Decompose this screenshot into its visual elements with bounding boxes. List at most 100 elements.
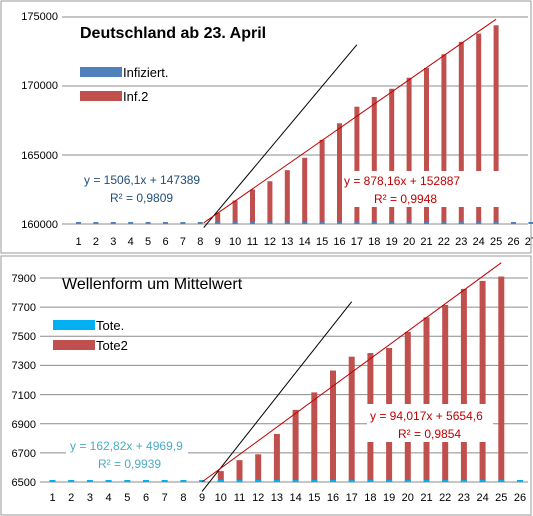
- bar: [284, 222, 290, 224]
- x-tick-label: 9: [215, 236, 221, 248]
- bar: [267, 222, 273, 224]
- x-tick-label: 24: [476, 492, 488, 504]
- y-tick-label: 175000: [21, 11, 58, 23]
- x-tick-label: 23: [455, 236, 467, 248]
- x-tick-label: 6: [162, 236, 168, 248]
- chart-title: Deutschland ab 23. April: [80, 25, 266, 42]
- trendline-black: [203, 44, 358, 228]
- bar: [354, 222, 360, 224]
- bars-series-tote: [49, 480, 523, 482]
- legend-label-inf2: Inf.2: [123, 89, 148, 104]
- x-tick-label: 10: [215, 492, 227, 504]
- bar: [498, 480, 505, 482]
- bar: [367, 480, 374, 482]
- bar: [143, 480, 149, 482]
- x-tick-label: 21: [420, 492, 432, 504]
- y-tick-label: 6500: [12, 477, 36, 489]
- bar: [476, 222, 482, 224]
- bar: [479, 280, 486, 482]
- chart-infected[interactable]: 160000 165000 170000 175000 1 2 3 4 5 6 7 8 9 10 1…: [0, 0, 533, 254]
- legend-swatch-tote2: [53, 340, 95, 350]
- bar: [441, 222, 447, 224]
- chart-deaths[interactable]: 6500 6700 6900 7100 7300 7500 7700 7900 …: [0, 255, 533, 516]
- bar: [330, 480, 336, 482]
- y-tick-label: 7700: [12, 302, 36, 314]
- trendline-black: [201, 301, 353, 492]
- x-tick-label: 2: [68, 492, 74, 504]
- chart-area: [0, 255, 532, 516]
- x-tick-label: 25: [495, 492, 507, 504]
- bars-series-inf2: [215, 25, 499, 225]
- bar: [330, 370, 336, 482]
- bar: [406, 222, 412, 224]
- bar: [389, 222, 395, 224]
- x-tick-label: 8: [197, 236, 203, 248]
- x-tick-label: 9: [199, 492, 205, 504]
- bar: [476, 33, 482, 225]
- y-tick-label: 7300: [12, 360, 36, 372]
- bar: [319, 139, 325, 224]
- bar: [199, 480, 206, 482]
- x-tick-label: 27: [525, 236, 533, 248]
- trendline-red: [203, 18, 497, 224]
- bar: [93, 222, 99, 224]
- grid-lines: [62, 16, 528, 225]
- x-tick-label: 20: [402, 492, 414, 504]
- bar: [498, 276, 505, 482]
- bar: [197, 222, 203, 224]
- x-tick-label: 16: [327, 492, 339, 504]
- bar: [528, 222, 533, 224]
- y-tick-label: 160000: [21, 219, 58, 231]
- bar: [128, 222, 134, 224]
- bar: [458, 222, 464, 224]
- x-tick-label: 26: [507, 236, 519, 248]
- bar: [76, 222, 81, 224]
- x-tick-label: 18: [364, 492, 376, 504]
- bar: [49, 480, 56, 482]
- x-tick-label: 21: [420, 236, 432, 248]
- bar: [163, 222, 168, 224]
- bar: [511, 222, 516, 224]
- x-tick-label: 22: [438, 236, 450, 248]
- x-tick-label: 12: [264, 236, 276, 248]
- bar: [319, 222, 325, 224]
- bar: [354, 106, 360, 224]
- x-tick-label: 17: [351, 236, 363, 248]
- bar: [110, 222, 116, 224]
- x-axis-tick-labels: 1 2 3 4 5 6 7 8 9 10 11 12 13 14 15 16 17 18 19 20 21 22 23 24 2…: [75, 236, 533, 248]
- x-tick-label: 5: [145, 236, 151, 248]
- bar: [442, 480, 449, 482]
- bar: [348, 356, 355, 482]
- bar: [458, 41, 464, 225]
- bar: [389, 88, 395, 224]
- annotation-background: [342, 171, 508, 207]
- legend-swatch-inf2: [80, 91, 122, 101]
- x-tick-label: 5: [124, 492, 130, 504]
- bar: [215, 222, 221, 224]
- x-tick-label: 2: [93, 236, 99, 248]
- bar: [424, 222, 429, 224]
- x-tick-label: 4: [128, 236, 134, 248]
- bar: [460, 480, 467, 482]
- bar: [292, 480, 299, 482]
- annotation-background: [367, 404, 493, 442]
- y-axis-tick-labels: 6500 6700 6900 7100 7300 7500 7700 7900: [12, 273, 36, 489]
- x-tick-label: 15: [316, 236, 328, 248]
- bar: [302, 157, 308, 224]
- bar: [348, 480, 355, 482]
- bar: [273, 480, 280, 482]
- bar: [424, 68, 429, 224]
- legend-label-tote2: Tote2: [96, 338, 128, 353]
- bar: [86, 480, 93, 482]
- x-tick-label: 7: [162, 492, 168, 504]
- bar: [273, 433, 280, 482]
- bar: [292, 409, 299, 482]
- y-axis-tick-labels: 160000 165000 170000 175000: [21, 11, 58, 231]
- y-tick-label: 165000: [21, 150, 58, 162]
- x-tick-label: 20: [403, 236, 415, 248]
- bar: [267, 181, 273, 224]
- bar: [371, 97, 377, 224]
- bar: [442, 304, 449, 482]
- regression-r2: R² = 0,9854: [398, 427, 461, 441]
